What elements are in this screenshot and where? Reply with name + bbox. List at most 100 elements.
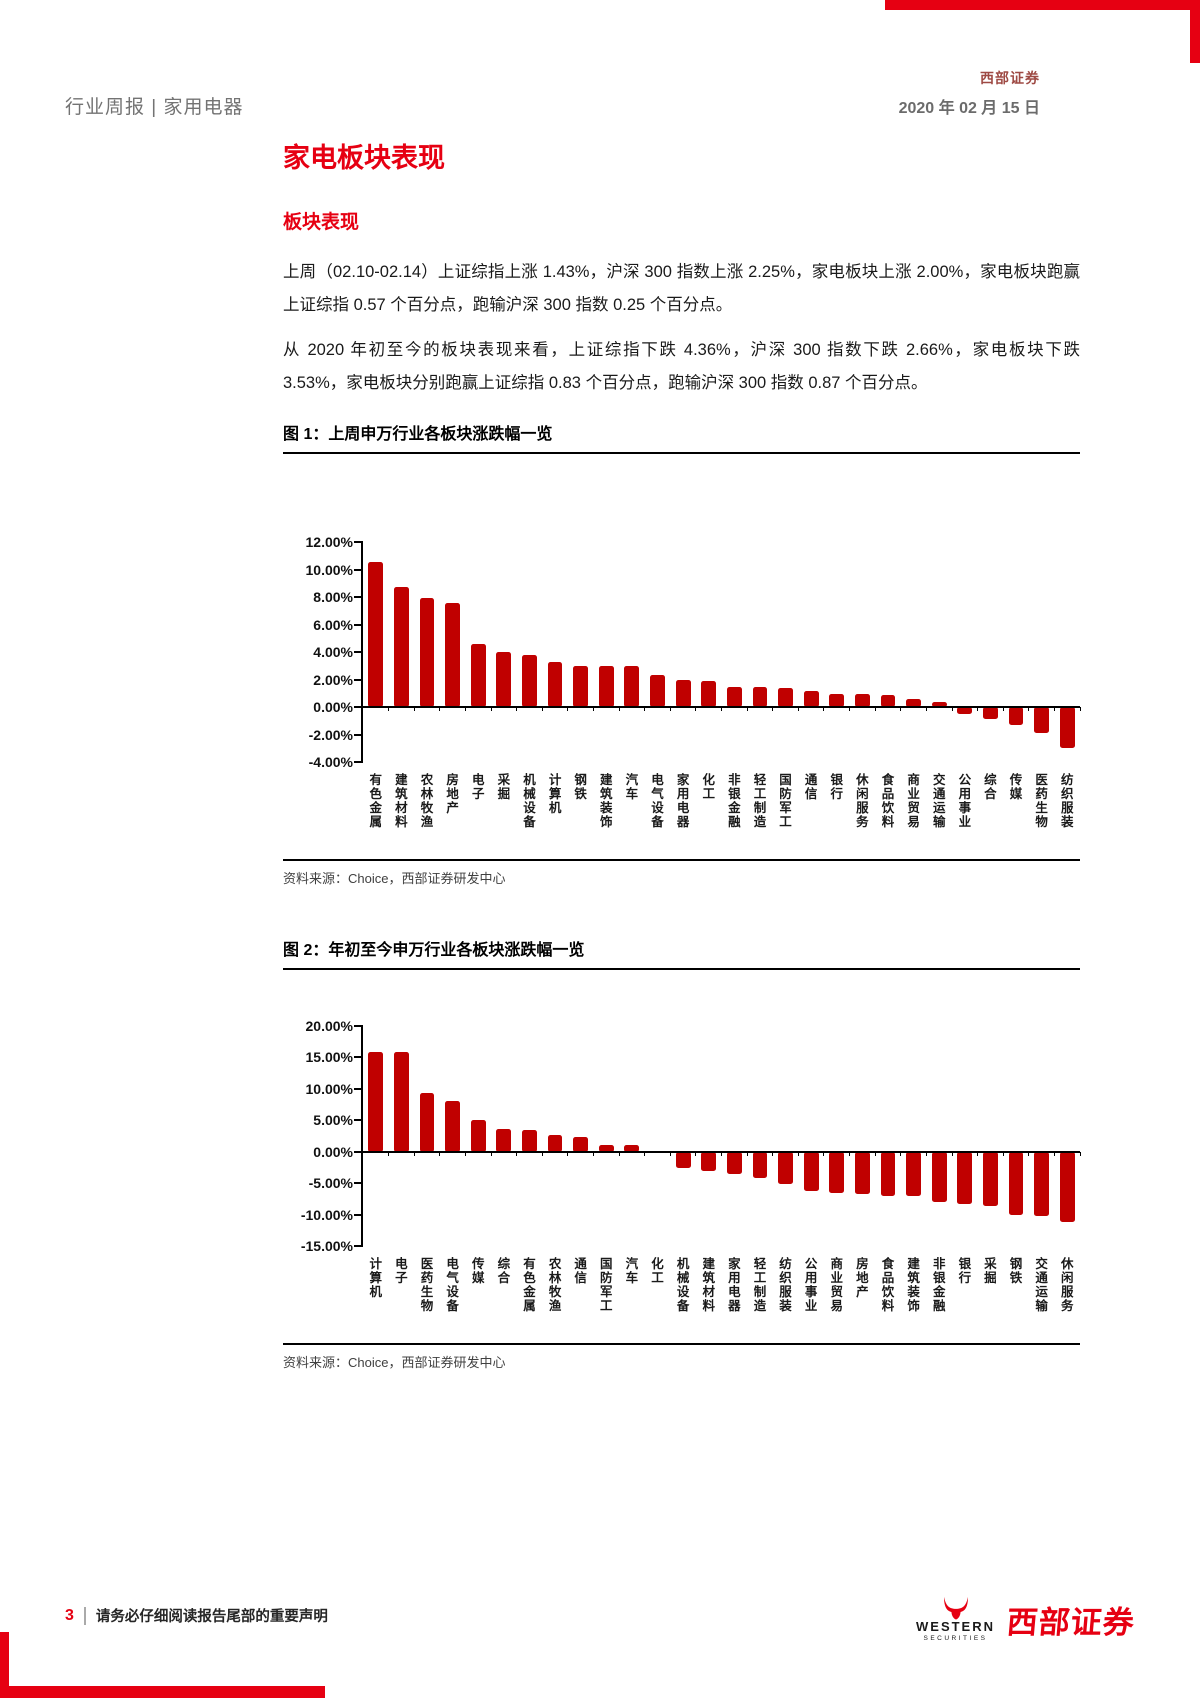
x-axis-tick [1028, 707, 1030, 711]
chart-bar [624, 1145, 640, 1152]
bar-slot [773, 1026, 799, 1246]
bar-slot [645, 1026, 671, 1246]
report-type-label: 行业周报 | 家用电器 [65, 97, 244, 118]
brand-name: 西部证券 [980, 70, 1040, 86]
x-axis-tick [439, 1151, 441, 1156]
x-axis-tick [490, 707, 492, 711]
y-axis-tick [354, 1150, 363, 1153]
x-axis-category-label: 电气设备 [446, 1257, 459, 1313]
x-axis-category-label: 有色金属 [523, 1257, 536, 1313]
x-axis-tick [541, 1151, 543, 1156]
page-number: 3 [65, 1606, 74, 1624]
chart-bar [470, 643, 486, 707]
chart-bar [778, 688, 793, 707]
x-axis-category-label: 汽车 [625, 1257, 639, 1285]
x-axis-category-label: 建筑装饰 [907, 1257, 920, 1313]
chart-bar [393, 1052, 409, 1152]
chart-bar [573, 665, 589, 707]
x-axis-tick [721, 707, 723, 711]
footer-divider [83, 1606, 86, 1625]
x-axis-tick [413, 1151, 415, 1156]
bar-slot [978, 1026, 1004, 1246]
chart-bar [675, 1151, 691, 1169]
chart-bar [880, 695, 896, 707]
bar-slot [542, 1026, 569, 1246]
x-axis-category-label: 非银金融 [932, 1257, 946, 1313]
x-axis-category-label: 建筑材料 [395, 773, 408, 829]
chart-bar [983, 707, 998, 720]
x-axis-category-label: 钢铁 [574, 773, 587, 801]
x-axis-tick [567, 1151, 569, 1156]
chart-bar [496, 1129, 512, 1152]
x-axis-tick [951, 1151, 953, 1156]
y-axis-tick-label: 4.00% [313, 644, 353, 660]
x-axis-category-label: 电气设备 [651, 773, 664, 829]
x-axis-tick [874, 1151, 876, 1156]
header-right-block: 西部证券 2020 年 02 月 15 日 [899, 68, 1040, 118]
chart-bar [701, 680, 717, 707]
chart-bar [496, 652, 512, 707]
chart-bar [854, 694, 870, 707]
x-axis-tick [1002, 1151, 1004, 1156]
y-axis-tick [354, 596, 363, 598]
x-axis-tick [977, 1151, 979, 1156]
x-axis-category-label: 化工 [702, 773, 715, 801]
x-axis-tick [900, 1151, 902, 1156]
x-axis-category-label: 轻工制造 [753, 773, 767, 829]
x-axis-tick [746, 707, 748, 711]
chart-bar [726, 1151, 742, 1174]
x-axis-category-label: 公用事业 [804, 1257, 818, 1313]
x-axis-category-label: 公用事业 [958, 773, 972, 829]
x-axis-labels: 计算机电子医药生物电气设备传媒综合有色金属农林牧渔通信国防军工汽车化工机械设备建… [363, 1257, 1080, 1329]
paragraph: 从 2020 年初至今的板块表现来看，上证综指下跌 4.36%，沪深 300 指… [283, 341, 1080, 392]
chart-bar [598, 666, 614, 707]
chart-bar [547, 1135, 563, 1152]
bar-slot [440, 542, 466, 762]
chart-bar [1034, 707, 1050, 734]
chart-bar [650, 675, 665, 707]
x-axis-category-label: 采掘 [984, 1257, 997, 1285]
chart-bar [522, 1130, 537, 1152]
x-axis-tick [618, 707, 620, 711]
bar-slot [517, 542, 543, 762]
y-axis-tick-label: 12.00% [305, 534, 353, 550]
y-axis-tick-label: -4.00% [308, 754, 353, 770]
bar-chart: 20.00% 15.00% 10.00% 5.00% 0.00% -5.00% -10.00… [283, 970, 1081, 1329]
bar-slot [824, 1026, 851, 1246]
y-axis-tick-label: -10.00% [300, 1206, 353, 1223]
x-axis-tick [464, 1151, 466, 1156]
y-axis-tick [354, 1182, 363, 1185]
chart-bar [1008, 707, 1024, 725]
x-axis-tick [669, 707, 671, 711]
bar-slot [389, 1026, 415, 1246]
x-axis-tick [772, 707, 774, 711]
x-axis-tick [1079, 707, 1081, 711]
x-axis-category-label: 食品饮料 [881, 1257, 895, 1313]
chart-bar [573, 1137, 589, 1152]
bars-row [363, 542, 1081, 762]
chart-bar [957, 707, 973, 714]
y-axis-tick [354, 678, 363, 681]
footer-brand-name: 西部证券 [1005, 1604, 1137, 1640]
x-axis-category-label: 交通运输 [932, 773, 946, 829]
x-axis-tick [695, 1151, 697, 1156]
y-axis-tick-label: 6.00% [313, 616, 353, 633]
x-axis-category-label: 农林牧渔 [548, 1257, 562, 1313]
y-axis-tick [354, 761, 363, 763]
x-axis-category-label: 采掘 [497, 773, 511, 801]
bar-slot [901, 542, 927, 762]
x-axis-category-label: 纺织服装 [779, 1257, 792, 1313]
x-axis-category-label: 食品饮料 [881, 773, 895, 829]
y-axis-tick-label: -5.00% [308, 1175, 353, 1192]
bar-slot [850, 542, 876, 762]
bar-slot [926, 542, 953, 762]
footer-logo-block: WESTERN SECURITIES 西部证券 [916, 1596, 1137, 1642]
x-axis-category-label: 医药生物 [1035, 773, 1048, 829]
figure-divider [283, 1343, 1080, 1345]
chart-bar [624, 666, 640, 707]
chart-bar [701, 1151, 717, 1172]
y-axis-tick [354, 733, 363, 736]
x-axis-category-label: 休闲服务 [856, 773, 869, 829]
x-axis-tick [388, 1151, 390, 1156]
x-axis-line [363, 1150, 1080, 1153]
